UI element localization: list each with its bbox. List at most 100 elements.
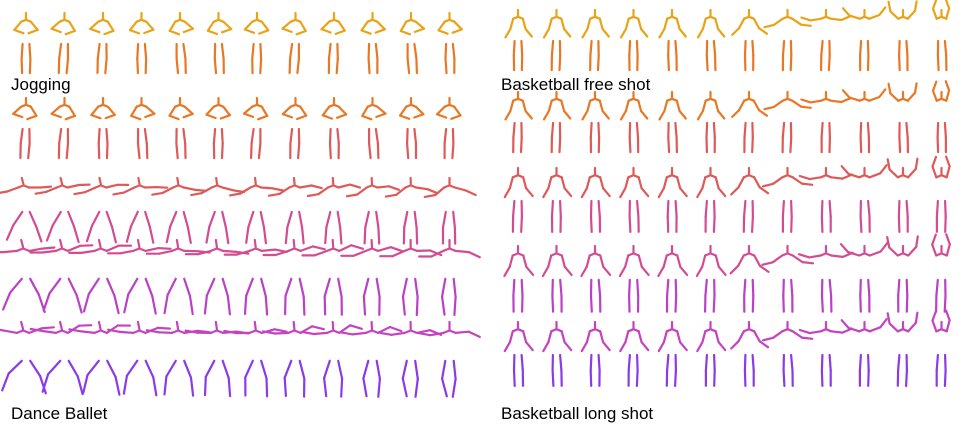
left-figure-r3-f5 (184, 238, 250, 316)
left-figure-r0-f7 (281, 11, 307, 75)
left-figure-r2-f1 (34, 176, 91, 244)
right-figure-r2-f3 (619, 166, 650, 233)
right-figure-r3-f9 (839, 242, 889, 313)
left-figure-r4-f4 (145, 320, 211, 397)
left-figure-r0-f3 (128, 11, 155, 75)
right-figure-r3-f8 (797, 244, 854, 313)
left-figure-r2-f4 (151, 176, 207, 244)
left-figure-r2-f7 (267, 176, 323, 245)
right-figure-r4-f8 (798, 320, 854, 387)
right-figure-r3-f7 (761, 244, 815, 313)
right-figure-r1-f1 (542, 90, 572, 154)
left-figure-r3-f10 (379, 238, 443, 317)
right-figure-r0-f5 (696, 8, 726, 72)
right-figure-r4-f0 (503, 320, 534, 387)
left-figure-r1-f4 (168, 96, 194, 160)
left-figure-r4-f9 (339, 320, 403, 398)
right-figure-r1-f8 (800, 90, 852, 154)
left-figure-r3-f8 (301, 238, 365, 316)
left-figure-r1-f8 (321, 96, 348, 160)
left-figure-r1-f2 (90, 96, 116, 160)
left-figure-r0-f4 (168, 11, 195, 75)
right-figure-r2-f10 (886, 157, 919, 233)
right-figure-r3-f10 (886, 235, 919, 313)
right-figure-r3-f6 (729, 244, 770, 313)
left-figure-r4-f2 (68, 320, 131, 396)
left-figure-r0-f11 (437, 11, 463, 75)
right-figure-r3-f1 (541, 244, 573, 313)
right-figure-r3-f11 (931, 233, 951, 313)
right-figure-r1-f6 (731, 90, 769, 154)
left-figure-r1-f7 (281, 96, 308, 160)
right-figure-r0-f4 (658, 8, 687, 72)
left-figure-r2-f10 (384, 176, 439, 245)
left-figure-r1-f10 (399, 96, 425, 160)
label-basketball-free-shot: Basketball free shot (501, 75, 651, 94)
left-figure-r4-f8 (300, 320, 363, 398)
right-figure-r3-f2 (580, 244, 612, 313)
left-figure-r2-f0 (0, 176, 53, 243)
left-figure-r3-f1 (29, 238, 94, 314)
right-figure-r1-f7 (763, 90, 812, 154)
left-figure-r0-f5 (206, 11, 233, 75)
right-figure-r0-f6 (731, 8, 769, 72)
right-figure-r3-f3 (618, 244, 650, 313)
right-figure-r1-f3 (619, 90, 649, 154)
left-figure-r0-f9 (360, 11, 386, 75)
right-figure-r1-f9 (841, 88, 887, 154)
left-figure-r1-f5 (205, 96, 231, 160)
right-figure-r2-f9 (840, 164, 888, 233)
right-figure-r2-f1 (542, 166, 573, 233)
right-figure-r3-f0 (503, 244, 535, 313)
left-figure-r3-f3 (106, 238, 172, 315)
left-figure-r2-f5 (190, 176, 246, 245)
right-figure-r4-f11 (931, 309, 951, 387)
left-figure-r3-f7 (262, 238, 326, 316)
right-figure-r2-f8 (798, 166, 854, 233)
right-figure-r0-f8 (800, 8, 852, 72)
left-figure-r4-f1 (29, 320, 93, 396)
left-figure-r1-f6 (242, 96, 269, 160)
left-figure-r3-f11 (418, 238, 481, 317)
right-figure-r3-f5 (695, 244, 727, 313)
right-figure-r4-f3 (619, 320, 650, 387)
right-figure-r4-f1 (542, 320, 573, 387)
left-figure-r0-f1 (50, 11, 77, 75)
left-figure-r1-f1 (50, 96, 77, 160)
right-figure-r2-f0 (503, 166, 534, 233)
left-figure-r2-f3 (112, 176, 169, 244)
right-figure-r4-f10 (886, 311, 919, 387)
right-figure-r1-f10 (887, 82, 918, 154)
right-figure-r4-f5 (696, 320, 727, 387)
left-figure-r0-f6 (243, 11, 270, 75)
left-figure-r2-f9 (345, 176, 400, 245)
left-figure-r4-f10 (378, 320, 443, 398)
right-figure-r1-f11 (931, 80, 951, 154)
left-figure-r2-f6 (229, 176, 285, 245)
right-figure-r1-f0 (504, 90, 533, 154)
right-figure-r2-f4 (657, 166, 688, 233)
right-figure-r4-f7 (761, 320, 814, 387)
right-figure-r1-f5 (696, 90, 726, 154)
right-figure-r4-f4 (657, 320, 688, 387)
left-figure-r0-f2 (89, 11, 115, 75)
left-figure-r0-f0 (13, 11, 39, 75)
right-figure-r2-f5 (696, 166, 727, 233)
right-figure-r0-f9 (841, 6, 887, 72)
right-figure-r3-f4 (657, 244, 689, 313)
label-jogging: Jogging (11, 75, 71, 94)
left-figure-r4-f6 (223, 320, 288, 398)
left-figure-r1-f11 (436, 96, 462, 160)
left-figure-r2-f8 (306, 176, 362, 245)
right-figure-r0-f0 (504, 8, 533, 72)
left-figure-r3-f4 (145, 238, 211, 316)
left-figure-r3-f2 (68, 238, 133, 315)
right-figure-r0-f7 (763, 8, 812, 72)
left-figure-r4-f11 (417, 320, 481, 398)
right-figure-r0-f2 (581, 8, 610, 72)
right-figure-r0-f1 (542, 8, 572, 72)
label-dance-ballet: Dance Ballet (11, 404, 108, 423)
left-figure-r1-f9 (361, 96, 387, 160)
right-figure-r2-f7 (761, 166, 814, 233)
